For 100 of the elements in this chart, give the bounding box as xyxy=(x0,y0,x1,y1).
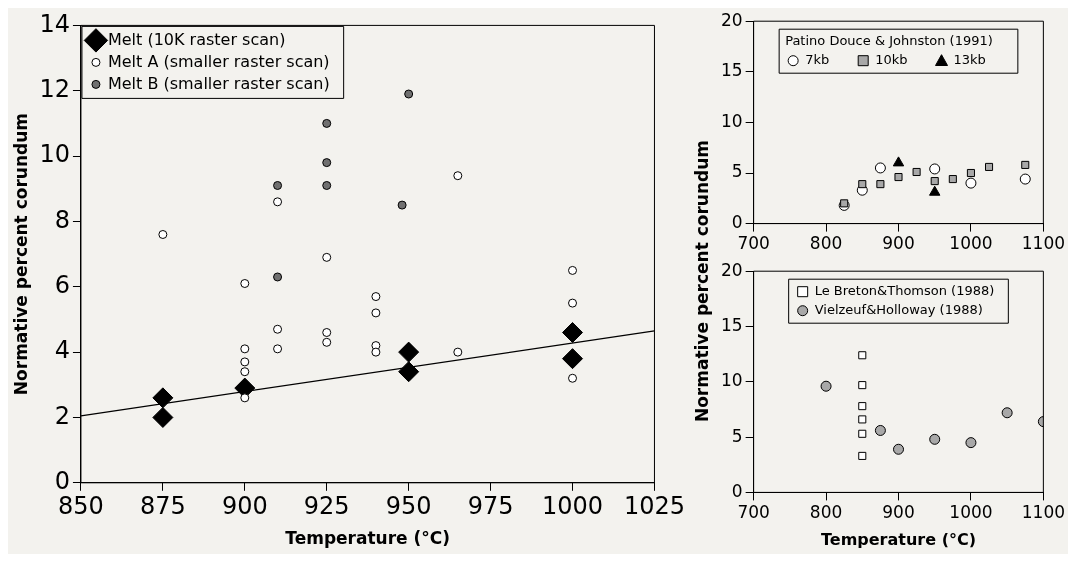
point xyxy=(858,402,867,411)
point xyxy=(874,162,886,174)
legend-label: 10kb xyxy=(875,52,908,68)
point xyxy=(371,347,381,357)
x-tick-label: 1000 xyxy=(949,233,993,254)
y-tick-label: 10 xyxy=(720,110,743,131)
x-tick-label: 700 xyxy=(737,502,770,523)
x-tick-label: 950 xyxy=(385,492,432,521)
point xyxy=(894,173,903,182)
point xyxy=(240,393,250,403)
y-tick-label: 10 xyxy=(39,140,70,169)
point xyxy=(398,361,420,383)
point xyxy=(1019,173,1031,185)
legend-label: 7kb xyxy=(805,52,830,68)
y-tick-label: 5 xyxy=(731,161,743,182)
x-tick-label: 900 xyxy=(882,502,915,523)
point xyxy=(322,180,332,190)
y-tick-label: 6 xyxy=(54,271,70,300)
point xyxy=(929,163,941,175)
point xyxy=(273,344,283,354)
legend-label: Le Breton&Thomson (1988) xyxy=(814,283,995,299)
point xyxy=(322,158,332,168)
point xyxy=(929,185,941,196)
point xyxy=(1001,407,1013,419)
y-tick-label: 5 xyxy=(731,425,743,446)
point xyxy=(562,348,584,370)
point xyxy=(398,341,420,363)
point xyxy=(1021,160,1030,169)
point xyxy=(568,373,578,383)
point xyxy=(965,177,977,189)
point xyxy=(322,337,332,347)
point xyxy=(948,175,957,184)
y-axis-title: Normative percent corundum xyxy=(10,113,31,396)
point xyxy=(912,167,921,177)
y-tick-label: 2 xyxy=(54,401,70,430)
point xyxy=(322,118,332,128)
point xyxy=(240,367,250,377)
point xyxy=(322,328,332,338)
point xyxy=(966,168,975,178)
point xyxy=(874,424,886,436)
point xyxy=(453,171,463,181)
y-tick-label: 10 xyxy=(720,370,743,391)
point xyxy=(858,381,867,390)
point xyxy=(152,406,174,428)
point xyxy=(929,433,941,445)
x-axis-title: Temperature (°C) xyxy=(820,529,977,549)
point xyxy=(273,272,283,282)
x-tick-label: 1000 xyxy=(541,492,604,521)
y-tick-label: 20 xyxy=(720,9,743,30)
x-tick-label: 700 xyxy=(737,233,770,254)
x-tick-label: 1100 xyxy=(1021,502,1065,523)
y-tick-label: 8 xyxy=(54,205,70,234)
y-tick-label: 0 xyxy=(731,480,743,501)
point xyxy=(322,252,332,262)
point xyxy=(404,89,414,99)
point xyxy=(273,324,283,334)
x-tick-label: 900 xyxy=(882,233,915,254)
point xyxy=(240,279,250,288)
point xyxy=(858,429,867,438)
y-tick-label: 0 xyxy=(731,212,743,233)
point xyxy=(858,180,867,189)
point xyxy=(568,265,578,275)
legend-label: Melt B (smaller raster scan) xyxy=(107,73,330,93)
x-tick-label: 875 xyxy=(139,492,186,521)
x-tick-label: 800 xyxy=(809,502,843,523)
point xyxy=(371,292,381,302)
x-tick-label: 1025 xyxy=(623,492,685,521)
y-axis-title: Normative percent corundum xyxy=(692,139,712,423)
legend-label: Vielzeuf&Holloway (1988) xyxy=(814,302,983,318)
point xyxy=(985,162,994,171)
point xyxy=(273,197,283,207)
y-tick-label: 20 xyxy=(720,259,743,280)
legend-label: Melt (10K raster scan) xyxy=(107,29,286,49)
x-tick-label: 1100 xyxy=(1021,233,1065,254)
legend-label: Melt A (smaller raster scan) xyxy=(107,51,330,71)
point xyxy=(893,443,904,455)
point xyxy=(892,156,905,167)
point xyxy=(820,380,832,392)
point xyxy=(930,177,939,186)
x-tick-label: 975 xyxy=(467,492,514,521)
y-tick-label: 12 xyxy=(39,74,70,103)
point xyxy=(858,351,867,360)
x-tick-label: 800 xyxy=(809,233,843,254)
point xyxy=(397,200,407,210)
x-axis-title: Temperature (°C) xyxy=(285,528,451,549)
point xyxy=(568,298,578,308)
point xyxy=(965,437,977,449)
point xyxy=(876,180,885,189)
x-tick-label: 925 xyxy=(303,492,350,521)
point xyxy=(453,347,463,357)
x-tick-label: 1000 xyxy=(949,502,993,523)
point xyxy=(158,230,168,239)
point xyxy=(371,308,381,318)
y-tick-label: 15 xyxy=(720,60,743,81)
y-tick-label: 14 xyxy=(39,9,70,38)
y-tick-label: 4 xyxy=(54,336,70,365)
point xyxy=(858,415,867,424)
point xyxy=(858,451,867,460)
legend-title: Patino Douce & Johnston (1991) xyxy=(785,33,993,49)
legend-label: 13kb xyxy=(953,52,986,68)
